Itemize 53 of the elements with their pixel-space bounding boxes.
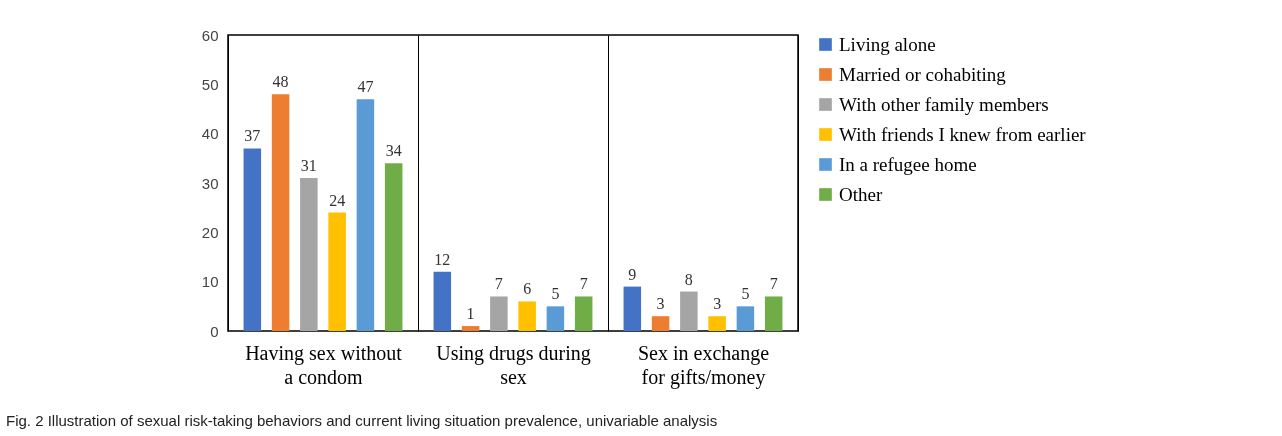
data-label: 7 bbox=[579, 275, 588, 293]
data-label: 31 bbox=[300, 157, 317, 175]
y-tick-label: 10 bbox=[201, 273, 219, 291]
data-label: 3 bbox=[713, 295, 722, 313]
bar bbox=[328, 212, 346, 331]
data-label: 3 bbox=[656, 295, 665, 313]
x-tick-label: Sex in exchange for gifts/money bbox=[637, 341, 770, 389]
data-label: 8 bbox=[684, 270, 693, 288]
bar bbox=[433, 271, 452, 331]
y-tick-label: 30 bbox=[201, 174, 219, 192]
data-label: 37 bbox=[244, 127, 261, 145]
legend-label: With friends I knew from earlier bbox=[839, 123, 1087, 145]
data-label: 12 bbox=[434, 250, 451, 268]
legend-label: Living alone bbox=[839, 33, 936, 55]
data-label: 5 bbox=[551, 285, 560, 303]
bar bbox=[651, 316, 670, 331]
bar bbox=[546, 306, 565, 331]
x-tick-label: Having sex without a condom bbox=[245, 341, 403, 388]
bar bbox=[384, 163, 403, 331]
bar bbox=[461, 326, 480, 331]
legend-label: Married or cohabiting bbox=[839, 63, 1007, 85]
data-label: 48 bbox=[272, 73, 289, 91]
bar bbox=[490, 296, 508, 331]
bar bbox=[356, 99, 375, 331]
data-label: 1 bbox=[466, 305, 475, 323]
bar bbox=[708, 316, 726, 331]
y-tick-label: 20 bbox=[201, 223, 219, 241]
bar bbox=[574, 296, 593, 331]
bar bbox=[680, 291, 698, 331]
data-label: 24 bbox=[329, 191, 346, 209]
legend-label: Other bbox=[839, 183, 883, 205]
legend-label: With other family members bbox=[839, 93, 1049, 115]
bar bbox=[271, 94, 290, 331]
y-tick-label: 40 bbox=[201, 125, 219, 143]
y-tick-label: 0 bbox=[210, 322, 219, 340]
bar bbox=[518, 301, 536, 331]
data-label: 7 bbox=[769, 275, 778, 293]
bar bbox=[736, 306, 755, 331]
bar bbox=[623, 286, 642, 331]
bar bbox=[764, 296, 783, 331]
x-tick-label: Using drugs during sex bbox=[436, 341, 591, 388]
data-label: 34 bbox=[385, 142, 402, 160]
data-label: 9 bbox=[628, 265, 637, 283]
y-tick-label: 60 bbox=[201, 26, 219, 44]
data-label: 7 bbox=[494, 275, 503, 293]
data-label: 6 bbox=[523, 280, 532, 298]
caption: Fig. 2 Illustration of sexual risk-taking behaviors and current living situation prevalence, univariable analysis bbox=[6, 412, 718, 429]
y-tick-label: 50 bbox=[201, 75, 219, 93]
bar bbox=[243, 148, 262, 331]
legend-label: In a refugee home bbox=[839, 153, 977, 175]
data-label: 47 bbox=[357, 78, 374, 96]
data-label: 5 bbox=[741, 285, 750, 303]
bar bbox=[300, 178, 318, 331]
